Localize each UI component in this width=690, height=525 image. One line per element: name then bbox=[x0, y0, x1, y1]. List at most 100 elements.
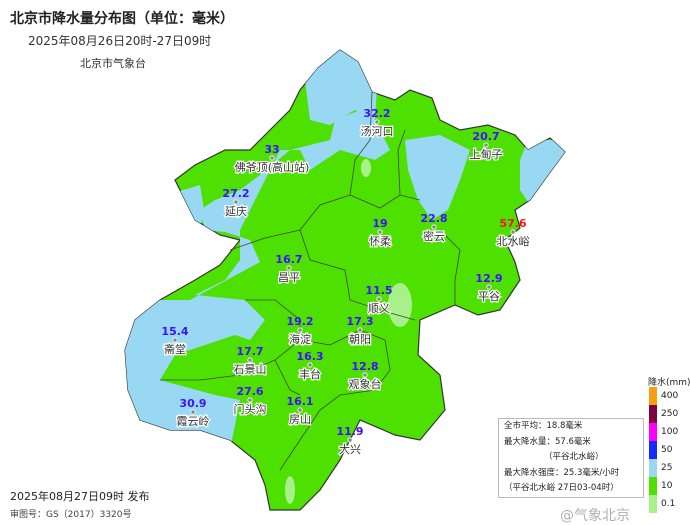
station-dot bbox=[233, 199, 239, 205]
station-name: 佛爷顶(高山站) bbox=[235, 160, 310, 174]
station-name: 门头沟 bbox=[234, 402, 267, 416]
station-name: 观象台 bbox=[349, 377, 382, 391]
station-name: 霞云岭 bbox=[177, 414, 210, 428]
station-dot bbox=[431, 224, 437, 230]
station-marker: 57.6 北水峪 bbox=[495, 217, 531, 249]
station-value: 11.9 bbox=[336, 425, 363, 438]
station-name: 昌平 bbox=[278, 271, 300, 284]
station-marker: 16.3 丰台 bbox=[296, 350, 323, 382]
station-dot bbox=[357, 327, 363, 333]
legend-label: 250 bbox=[661, 409, 679, 419]
station-marker: 19 怀柔 bbox=[368, 217, 393, 249]
max-precip-site: （平谷北水峪） bbox=[544, 452, 604, 462]
rain-light-areas bbox=[285, 159, 412, 504]
watermark: @气象北京 bbox=[560, 508, 630, 524]
station-marker: 15.4 斋堂 bbox=[161, 325, 188, 357]
station-dot bbox=[377, 229, 383, 235]
max-intensity-site: （平谷北水峪 27日03-04时） bbox=[504, 483, 619, 493]
map-number: 审图号：GS（2017）3320号 bbox=[10, 510, 132, 520]
district-borders bbox=[160, 91, 461, 471]
station-dot bbox=[286, 265, 292, 271]
station-dot bbox=[307, 362, 313, 368]
station-value: 57.6 bbox=[499, 217, 526, 230]
station-value: 22.8 bbox=[420, 212, 447, 225]
station-name: 石景山 bbox=[234, 363, 267, 376]
station-value: 30.9 bbox=[179, 397, 206, 410]
station-value: 20.7 bbox=[472, 130, 499, 143]
station-name: 平谷 bbox=[478, 290, 500, 303]
legend-label: 25 bbox=[661, 463, 673, 473]
station-marker: 33 佛爷顶(高山站) bbox=[233, 143, 310, 175]
legend-swatch bbox=[649, 405, 657, 423]
legend-label: 100 bbox=[661, 427, 679, 437]
station-value: 27.2 bbox=[222, 187, 249, 200]
station-name: 斋堂 bbox=[164, 342, 186, 356]
station-marker: 19.2 海淀 bbox=[286, 315, 313, 347]
station-value: 15.4 bbox=[161, 325, 188, 338]
station-dot bbox=[190, 409, 196, 415]
legend-swatch bbox=[649, 441, 657, 459]
station-dot bbox=[486, 284, 492, 290]
station-dot bbox=[172, 337, 178, 343]
station-dot bbox=[247, 397, 253, 403]
legend-title: 降水(mm) bbox=[648, 378, 690, 388]
station-marker: 11.5 顺义 bbox=[365, 284, 392, 316]
station-dot bbox=[247, 357, 253, 363]
station-name: 北水峪 bbox=[497, 235, 530, 248]
station-name: 上甸子 bbox=[470, 148, 503, 161]
station-marker: 27.6 门头沟 bbox=[232, 385, 268, 417]
legend-label: 400 bbox=[661, 391, 679, 401]
issue-time: 2025年08月27日09时 发布 bbox=[10, 490, 150, 503]
station-name: 延庆 bbox=[225, 204, 247, 218]
station-value: 17.7 bbox=[236, 345, 263, 358]
station-name: 朝阳 bbox=[349, 333, 371, 346]
station-value: 19.2 bbox=[286, 315, 313, 328]
station-marker: 12.8 观象台 bbox=[347, 360, 383, 392]
station-value: 32.2 bbox=[363, 107, 390, 120]
station-marker: 12.9 平谷 bbox=[475, 272, 502, 304]
legend-swatch bbox=[649, 459, 657, 477]
station-value: 12.9 bbox=[475, 272, 502, 285]
station-marker: 20.7 上甸子 bbox=[468, 130, 504, 162]
station-value: 33 bbox=[264, 143, 279, 156]
time-period: 2025年08月26日20时-27日09时 bbox=[28, 34, 212, 48]
legend-swatch bbox=[649, 477, 657, 495]
legend-swatch bbox=[649, 423, 657, 441]
station-name: 丰台 bbox=[299, 367, 321, 381]
station-marker: 22.8 密云 bbox=[420, 212, 447, 244]
station-marker: 17.7 石景山 bbox=[232, 345, 268, 377]
station-dot bbox=[269, 155, 275, 161]
station-value: 11.5 bbox=[365, 284, 392, 297]
statistics-box: 全市平均：18.8毫米 最大降水量：57.6毫米 （平谷北水峪） 最大降水强度：… bbox=[498, 418, 644, 498]
legend-label: 50 bbox=[661, 445, 673, 455]
station-dot bbox=[483, 142, 489, 148]
station-marker: 16.7 昌平 bbox=[275, 253, 302, 285]
legend-label: 0.1 bbox=[661, 499, 676, 509]
legend-label: 10 bbox=[661, 481, 673, 491]
station-dot bbox=[374, 119, 380, 125]
station-value: 16.3 bbox=[296, 350, 323, 363]
station-dot bbox=[376, 296, 382, 302]
city-average: 全市平均：18.8毫米 bbox=[504, 421, 583, 431]
station-dot bbox=[510, 229, 516, 235]
station-name: 怀柔 bbox=[369, 235, 391, 248]
station-name: 汤河口 bbox=[361, 124, 394, 138]
station-name: 房山 bbox=[289, 413, 311, 426]
station-value: 27.6 bbox=[236, 385, 263, 398]
station-marker: 30.9 霞云岭 bbox=[175, 397, 211, 429]
max-intensity: 最大降水强度：25.3毫米/小时 bbox=[504, 467, 620, 478]
station-dot bbox=[347, 437, 353, 443]
station-value: 16.7 bbox=[275, 253, 302, 266]
max-precip: 最大降水量：57.6毫米 bbox=[504, 436, 591, 447]
station-value: 12.8 bbox=[351, 360, 378, 373]
station-name: 顺义 bbox=[368, 302, 390, 315]
station-marker: 27.2 延庆 bbox=[222, 187, 249, 219]
station-dot bbox=[297, 327, 303, 333]
station-dot bbox=[362, 372, 368, 378]
station-name: 海淀 bbox=[289, 332, 311, 346]
station-marker: 32.2 汤河口 bbox=[359, 107, 395, 139]
legend-swatch bbox=[649, 495, 657, 513]
station-dot bbox=[297, 407, 303, 413]
station-marker: 16.1 房山 bbox=[286, 395, 313, 427]
